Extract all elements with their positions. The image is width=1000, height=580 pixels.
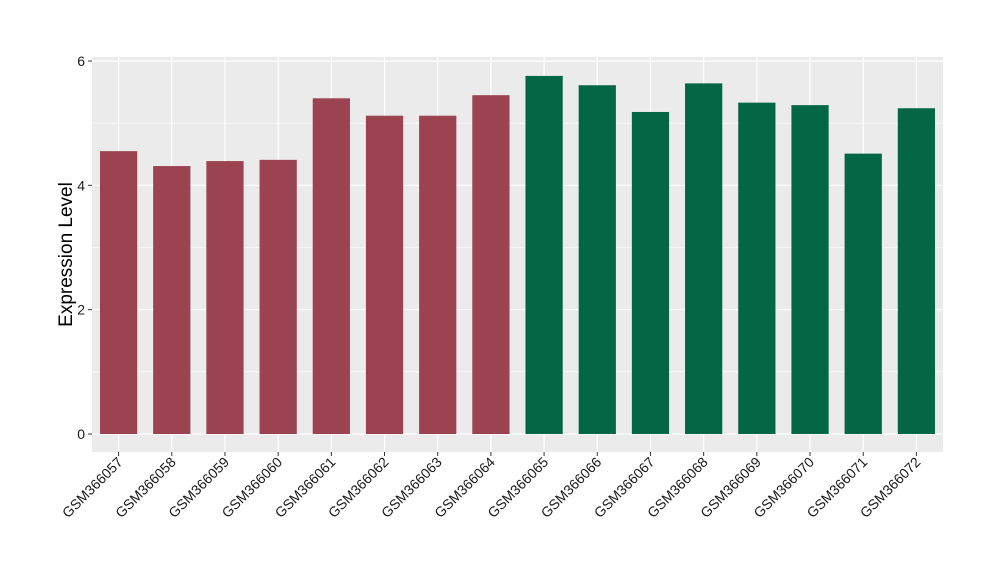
- y-axis-title: Expression Level: [56, 182, 77, 327]
- bar-gsm366066: [578, 85, 616, 435]
- bar-gsm366060: [259, 159, 297, 434]
- y-tick-label: 0: [77, 426, 85, 442]
- bar-gsm366067: [631, 111, 670, 434]
- bar-gsm366068: [685, 83, 723, 434]
- bar-gsm366062: [365, 115, 404, 434]
- bar-gsm366059: [206, 161, 244, 435]
- y-axis: 0 2 4 6: [77, 53, 92, 442]
- y-tick-label: 2: [77, 302, 85, 318]
- bar-gsm366070: [791, 105, 829, 434]
- y-tick-label: 4: [77, 177, 85, 193]
- bar-gsm366063: [419, 115, 457, 434]
- bar-gsm366069: [738, 102, 776, 434]
- bar-gsm366064: [472, 95, 510, 435]
- y-tick-label: 6: [77, 53, 85, 69]
- bar-gsm366071: [844, 153, 882, 434]
- bars: [99, 75, 936, 435]
- bar-gsm366072: [897, 108, 936, 434]
- bar-gsm366065: [525, 75, 563, 435]
- bar-gsm366058: [153, 166, 191, 435]
- bar-gsm366061: [312, 98, 350, 435]
- bar-gsm366057: [99, 151, 138, 434]
